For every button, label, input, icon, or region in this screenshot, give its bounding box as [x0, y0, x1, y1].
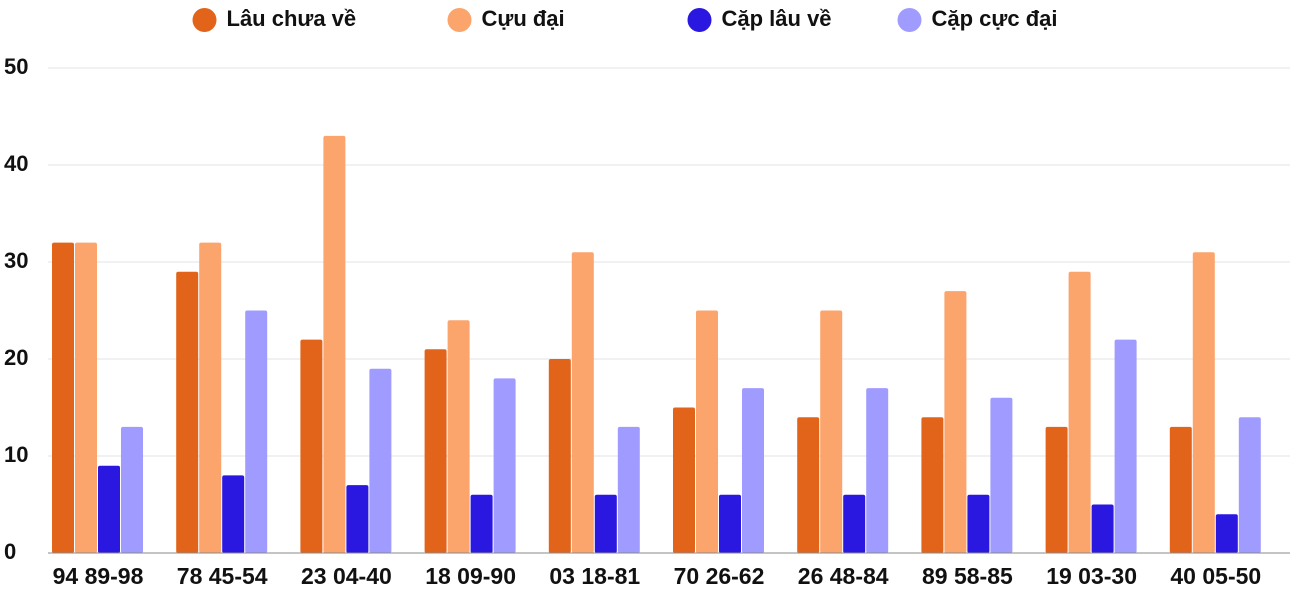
legend-label: Cặp lâu về [722, 6, 832, 31]
bar [493, 378, 516, 553]
bar [673, 407, 695, 553]
bar [1114, 339, 1137, 553]
bar [548, 359, 571, 553]
x-tick-label: 89 58-85 [922, 563, 1013, 589]
x-tick-label: 70 26-62 [674, 563, 765, 589]
bar [470, 494, 493, 553]
bar [1091, 504, 1114, 553]
y-tick-label: 30 [4, 248, 28, 273]
bar [52, 242, 74, 553]
bar [1068, 271, 1091, 553]
y-tick-label: 10 [4, 442, 28, 467]
bar [323, 135, 346, 553]
bar [696, 310, 718, 553]
legend-label: Cựu đại [482, 6, 565, 31]
y-tick-label: 50 [4, 54, 28, 79]
bar [990, 397, 1013, 553]
x-tick-label: 03 18-81 [549, 563, 640, 589]
x-tick-label: 18 09-90 [425, 563, 516, 589]
bar [424, 349, 447, 553]
x-tick-label: 26 48-84 [798, 563, 889, 589]
bar [967, 494, 990, 553]
bar [369, 368, 392, 553]
bar [176, 271, 199, 553]
bar [617, 426, 640, 553]
bar [921, 417, 944, 553]
y-tick-label: 0 [4, 539, 16, 564]
bar [820, 310, 843, 553]
legend-marker [897, 8, 922, 32]
bar [245, 310, 268, 553]
x-tick-label: 94 89-98 [53, 563, 144, 589]
bar [98, 465, 120, 553]
bar [843, 494, 866, 553]
bar [121, 426, 143, 553]
bar [199, 242, 222, 553]
bar [222, 475, 245, 553]
legend-marker [192, 8, 217, 32]
bar [1169, 426, 1192, 553]
x-tick-label: 23 04-40 [301, 563, 392, 589]
bar [944, 291, 967, 553]
bar [447, 320, 470, 553]
bar [300, 339, 323, 553]
bar [1215, 514, 1238, 553]
bar [866, 388, 889, 553]
bar [797, 417, 820, 553]
bar [594, 494, 617, 553]
x-tick-label: 40 05-50 [1170, 563, 1261, 589]
bar [1045, 426, 1068, 553]
bar [1192, 252, 1215, 554]
legend-label: Lâu chưa về [227, 6, 357, 31]
legend-label: Cặp cực đại [932, 6, 1058, 31]
x-tick-label: 78 45-54 [177, 563, 268, 589]
bar [346, 485, 369, 553]
bar [719, 494, 741, 553]
x-tick-label: 19 03-30 [1046, 563, 1137, 589]
legend-marker [447, 8, 472, 32]
bar [742, 388, 764, 553]
bar [75, 242, 97, 553]
y-tick-label: 20 [4, 345, 28, 370]
y-tick-label: 40 [4, 151, 28, 176]
bar [571, 252, 594, 554]
bar [1238, 417, 1261, 553]
legend-marker [687, 8, 712, 32]
